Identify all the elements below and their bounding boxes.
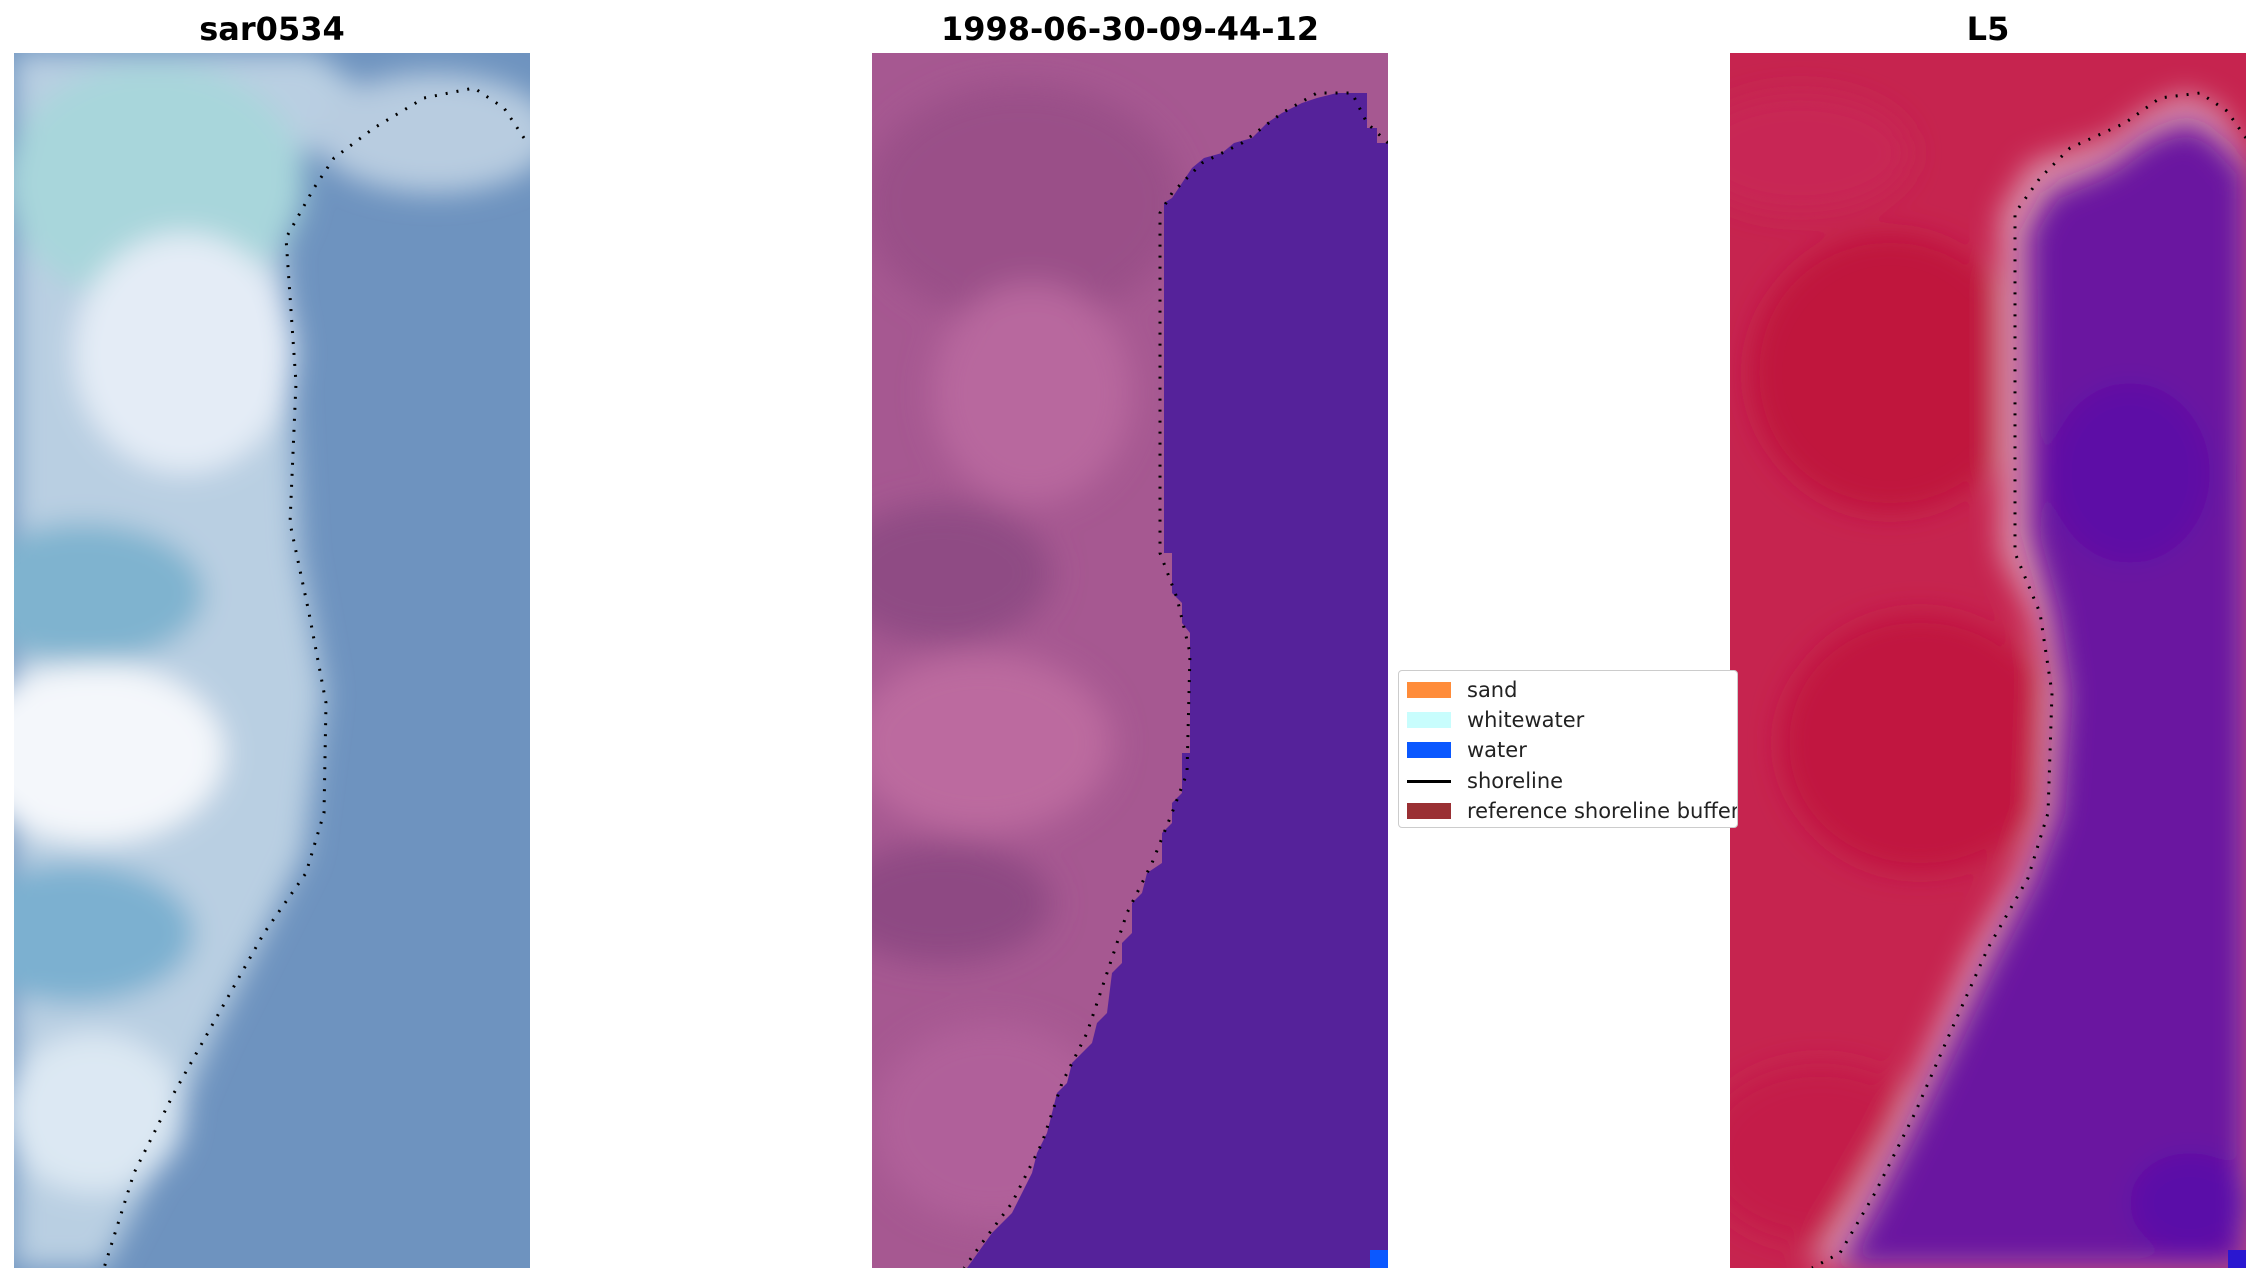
legend-item-whitewater: whitewater [1407,705,1584,735]
classified-image [872,53,1388,1268]
legend: sand whitewater water shoreline referenc… [1398,670,1738,828]
rgb-image-panel [14,53,530,1268]
legend-item-shoreline: shoreline [1407,766,1563,796]
panel-title-index: L5 [1966,10,2010,48]
water-swatch [1407,742,1451,758]
rgb-image [14,53,530,1268]
legend-label-sand: sand [1467,678,1518,702]
index-image-panel [1730,53,2246,1268]
legend-label-water: water [1467,738,1527,762]
legend-label-shoreline: shoreline [1467,769,1564,793]
water-class-pixel [2228,1250,2246,1268]
water-class-region [967,93,1388,1268]
shoreline-line-swatch [1407,779,1451,783]
whitewater-swatch [1407,712,1451,728]
legend-item-reference-buffer: reference shoreline buffer [1407,796,1738,826]
index-image [1730,53,2246,1268]
water-class-pixel [1370,1250,1388,1268]
legend-item-sand: sand [1407,675,1517,705]
panel-title-classified: 1998-06-30-09-44-12 [940,10,1320,48]
sand-swatch [1407,682,1451,698]
legend-label-reference-buffer: reference shoreline buffer [1467,799,1738,823]
classified-image-panel [872,53,1388,1268]
panel-title-rgb: sar0534 [199,10,345,48]
legend-item-water: water [1407,735,1527,765]
legend-label-whitewater: whitewater [1467,708,1585,732]
reference-buffer-swatch [1407,803,1451,819]
